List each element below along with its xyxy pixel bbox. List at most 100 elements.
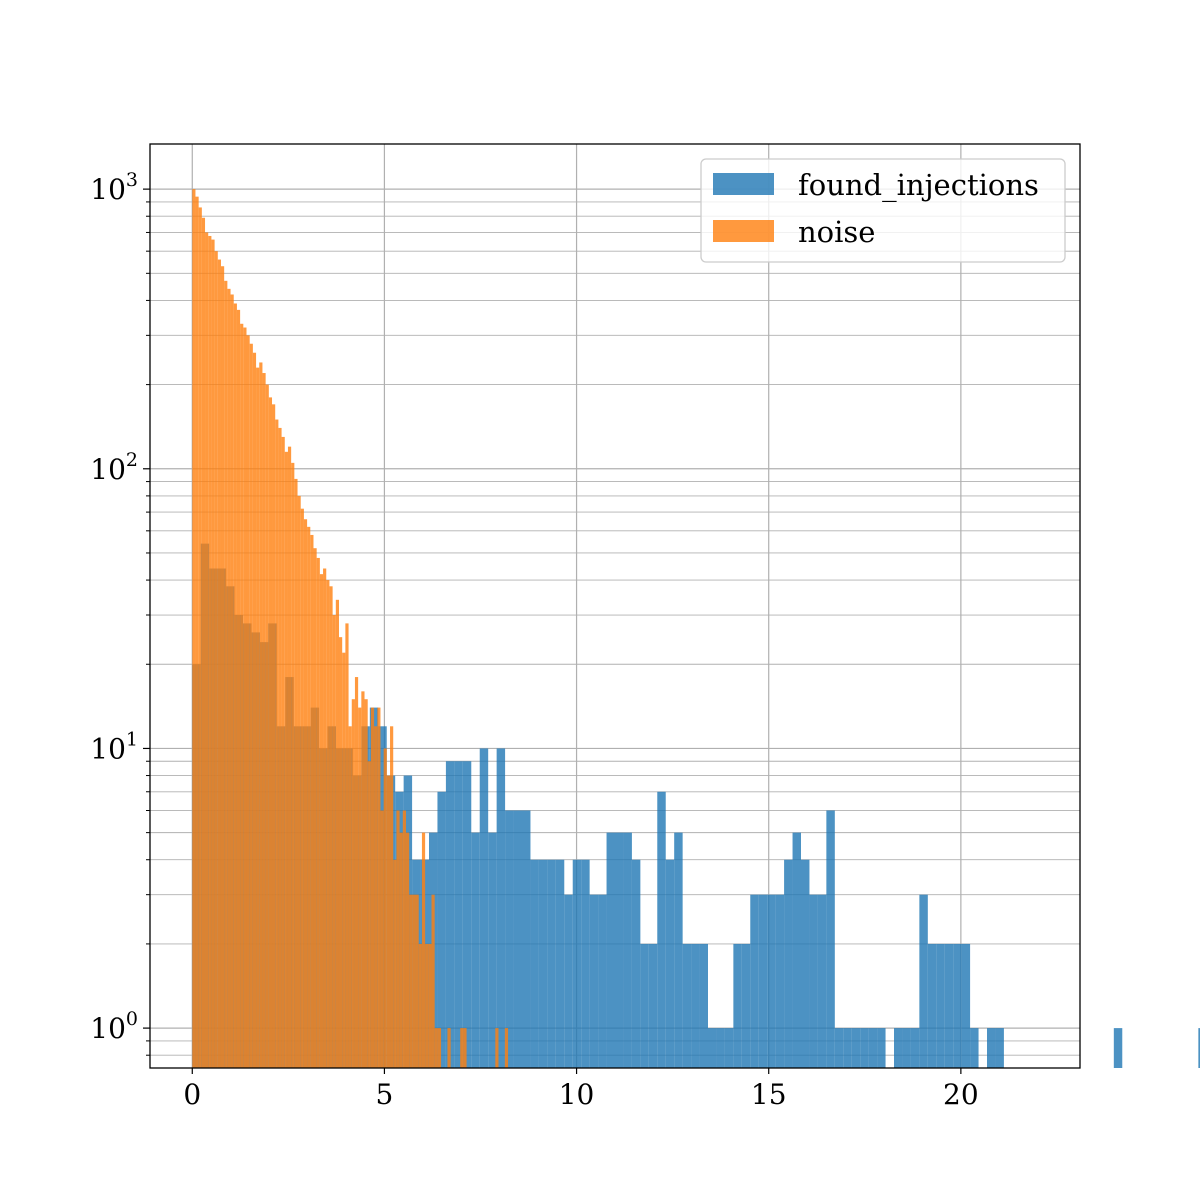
histogram-bar — [741, 943, 751, 1068]
histogram-bar — [648, 943, 658, 1068]
histogram-bar — [386, 775, 391, 1068]
histogram-bar — [256, 367, 260, 1068]
histogram-bar — [504, 1028, 509, 1068]
x-axis: 0 5 10 15 20 — [183, 1068, 979, 1111]
histogram-bar — [332, 615, 336, 1068]
histogram-bar — [227, 288, 231, 1068]
histogram-bar — [927, 943, 937, 1068]
y-tick-label: 100 — [90, 1008, 138, 1045]
legend: found_injections noise — [700, 158, 1066, 263]
histogram-bar — [233, 303, 237, 1069]
histogram-bar — [402, 810, 406, 1068]
histogram-bar — [211, 239, 215, 1068]
histogram-bar — [987, 1028, 996, 1068]
histogram-bar — [902, 1028, 911, 1068]
histogram-bar — [294, 478, 298, 1068]
histogram-bar — [319, 574, 324, 1068]
histogram-bar — [758, 894, 768, 1068]
histogram-bar — [300, 508, 304, 1069]
histogram-bar — [564, 894, 573, 1068]
histogram-bar — [657, 791, 666, 1068]
histogram-bar — [405, 832, 410, 1068]
histogram-bar — [329, 586, 333, 1068]
histogram-bar — [623, 832, 632, 1068]
histogram-bar — [801, 859, 810, 1068]
histogram-bar — [733, 943, 742, 1068]
histogram-bar — [598, 894, 607, 1068]
histogram-bar — [640, 943, 649, 1068]
histogram-bar — [399, 832, 403, 1068]
histogram-bar — [513, 810, 522, 1068]
y-tick-label: 103 — [90, 169, 138, 206]
histogram-bar — [767, 894, 776, 1068]
histogram-bar — [268, 397, 273, 1068]
histogram-bar — [310, 534, 314, 1068]
histogram-bar — [278, 427, 282, 1068]
y-tick-label: 101 — [90, 728, 138, 765]
legend-swatch-found-injections — [713, 173, 774, 195]
histogram-bar — [409, 894, 413, 1068]
histogram-bar — [415, 894, 419, 1068]
histogram-bar — [817, 894, 827, 1068]
histogram-bar — [351, 699, 355, 1068]
histogram-bar — [428, 943, 432, 1068]
histogram-bar — [877, 1028, 886, 1068]
histogram-bar — [674, 832, 683, 1068]
histogram-bar — [220, 266, 225, 1068]
histogram-bar — [894, 1028, 903, 1068]
histogram-bar — [345, 623, 349, 1068]
histogram-bar — [784, 859, 793, 1068]
histogram-bar — [488, 832, 497, 1068]
histogram-bar — [259, 362, 263, 1068]
histogram-bar — [358, 707, 362, 1068]
histogram-bar — [970, 1028, 979, 1068]
histogram-bar — [919, 894, 928, 1068]
histogram-bar — [230, 294, 234, 1068]
histogram-bar — [495, 1028, 499, 1068]
histogram-bar — [326, 580, 330, 1068]
y-axis: 100 101 102 103 — [90, 169, 150, 1056]
histogram-bar — [953, 943, 962, 1068]
histogram-bar — [868, 1028, 878, 1068]
histogram-bar — [393, 859, 397, 1068]
histogram-bar — [377, 707, 381, 1068]
histogram-bar — [944, 943, 954, 1068]
histogram-bar — [236, 309, 241, 1069]
histogram-bar — [555, 859, 565, 1068]
histogram-bar — [471, 832, 480, 1068]
histogram-bar — [809, 894, 818, 1068]
histogram-bar — [708, 1028, 717, 1068]
histogram-bar — [1113, 1028, 1123, 1068]
histogram-bar — [246, 335, 250, 1068]
histogram-bar — [843, 1028, 852, 1068]
histogram-bar — [243, 327, 247, 1069]
histogram-bar — [374, 726, 378, 1068]
histogram-bar — [606, 832, 615, 1068]
histogram-bar — [361, 691, 365, 1068]
histogram-bar — [252, 352, 257, 1069]
histogram-bar — [615, 832, 624, 1068]
histogram-bar — [370, 707, 375, 1068]
histogram-bar — [275, 419, 279, 1068]
histogram-bar — [547, 859, 556, 1068]
histogram-bar — [338, 637, 343, 1068]
histogram-bar — [572, 859, 582, 1068]
legend-swatch-noise — [713, 220, 774, 242]
histogram-bar — [272, 404, 276, 1068]
histogram-bar — [462, 761, 472, 1068]
legend-label-noise: noise — [798, 215, 875, 249]
histogram-bar — [281, 436, 285, 1069]
y-tick-label: 102 — [90, 449, 138, 486]
x-tick-label: 15 — [751, 1078, 787, 1111]
histogram-bar — [522, 810, 531, 1068]
histogram-bar — [287, 446, 292, 1068]
histogram-bar — [860, 1028, 869, 1068]
histogram-bar — [208, 235, 212, 1068]
histogram-bar — [496, 748, 506, 1068]
legend-label-found-injections: found_injections — [798, 168, 1039, 203]
histogram-bar — [198, 207, 202, 1068]
histogram-bar — [538, 859, 548, 1068]
histogram-bar — [192, 189, 196, 1068]
histogram-bar — [581, 859, 590, 1068]
histogram-bar — [699, 943, 708, 1068]
